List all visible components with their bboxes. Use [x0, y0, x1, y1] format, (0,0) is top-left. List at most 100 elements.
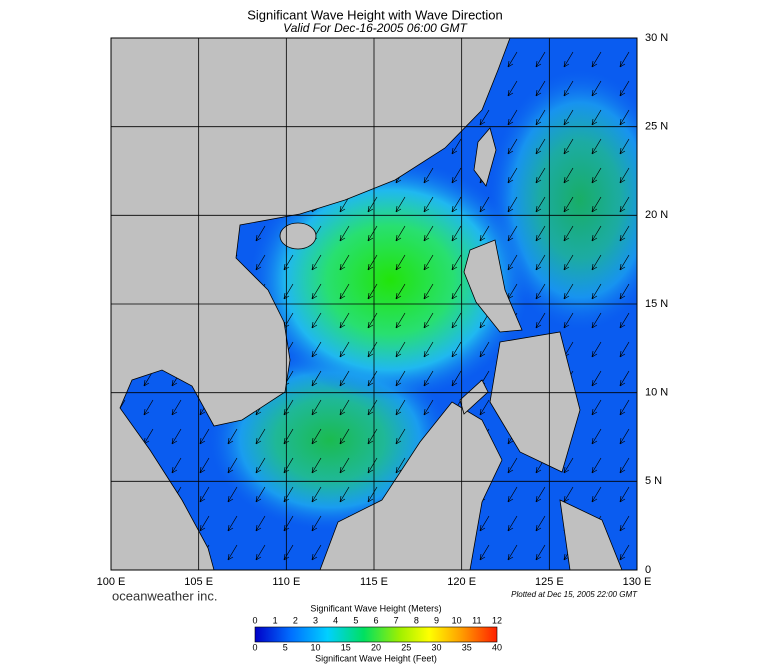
- wave-arrow: [535, 486, 546, 503]
- feet-tick-label: 5: [283, 642, 288, 652]
- wave-arrow: [255, 428, 266, 445]
- wave-arrow: [563, 51, 574, 68]
- meters-tick-label: 7: [394, 615, 399, 625]
- wave-arrow: [535, 283, 546, 300]
- map-border: [110, 37, 638, 571]
- wave-arrow: [535, 196, 546, 213]
- wave-arrow: [367, 399, 378, 416]
- subtitle: Valid For Dec-16-2005 06:00 GMT: [283, 21, 468, 35]
- wave-arrow: [479, 341, 490, 358]
- colorbar: [254, 626, 498, 643]
- wave-arrow: [423, 341, 434, 358]
- wave-arrow: [479, 544, 490, 561]
- wave-arrow: [563, 80, 574, 97]
- wave-arrow: [423, 167, 434, 184]
- wave-arrow: [367, 312, 378, 329]
- wave-arrow: [199, 486, 210, 503]
- wave-arrow: [619, 283, 630, 300]
- wave-arrow: [311, 544, 322, 561]
- feet-tick-label: 20: [371, 642, 381, 652]
- wave-arrow: [619, 486, 630, 503]
- wave-arrow: [311, 312, 322, 329]
- wave-arrow: [619, 80, 630, 97]
- wave-arrow: [535, 544, 546, 561]
- map: [111, 38, 637, 570]
- wave-arrow: [395, 399, 406, 416]
- wave-arrow: [255, 254, 266, 271]
- wave-arrow: [619, 167, 630, 184]
- wave-arrow: [339, 486, 350, 503]
- wave-arrow: [255, 544, 266, 561]
- lon-label: 110 E: [272, 576, 300, 588]
- wave-arrow: [591, 138, 602, 155]
- wave-arrow: [227, 486, 238, 503]
- meters-tick-label: 1: [273, 615, 278, 625]
- lon-label: 100 E: [97, 576, 126, 588]
- wave-arrow: [619, 428, 630, 445]
- graticule: [111, 38, 637, 570]
- lon-label: 125 E: [535, 576, 564, 588]
- wave-arrow: [619, 370, 630, 387]
- wave-arrow: [199, 515, 210, 532]
- wave-arrow: [535, 80, 546, 97]
- meters-tick-label: 8: [414, 615, 419, 625]
- feet-tick-label: 30: [431, 642, 441, 652]
- wave-arrow: [339, 457, 350, 474]
- wave-arrow: [339, 196, 350, 213]
- wave-arrow: [619, 196, 630, 213]
- wave-arrow: [311, 399, 322, 416]
- wave-arrow: [339, 283, 350, 300]
- lon-label: 105 E: [184, 576, 213, 588]
- wave-arrow: [451, 138, 462, 155]
- wave-arrow: [451, 370, 462, 387]
- wave-arrow: [395, 312, 406, 329]
- wave-arrow: [171, 428, 182, 445]
- wave-arrow: [339, 225, 350, 242]
- lat-label: 5 N: [645, 475, 662, 487]
- wave-arrow: [423, 283, 434, 300]
- wave-arrow: [311, 283, 322, 300]
- wave-arrow: [339, 399, 350, 416]
- wave-arrow: [451, 225, 462, 242]
- wave-arrow: [199, 457, 210, 474]
- wave-arrow: [535, 109, 546, 126]
- meters-tick-label: 10: [452, 615, 462, 625]
- wave-arrow: [423, 370, 434, 387]
- wave-arrow: [479, 109, 490, 126]
- wave-arrow: [395, 196, 406, 213]
- wave-arrow: [507, 167, 518, 184]
- wave-arrow: [479, 399, 490, 416]
- wave-arrow: [227, 457, 238, 474]
- wave-arrow: [591, 428, 602, 445]
- lon-label: 130 E: [623, 576, 652, 588]
- wave-arrow: [339, 312, 350, 329]
- wave-arrow: [367, 457, 378, 474]
- meters-tick-label: 11: [472, 615, 481, 625]
- feet-tick-label: 40: [492, 642, 502, 652]
- feet-tick-label: 25: [401, 642, 411, 652]
- wave-arrow: [591, 167, 602, 184]
- wave-arrow: [535, 254, 546, 271]
- wave-arrow: [255, 515, 266, 532]
- lat-label: 20 N: [645, 209, 668, 221]
- wave-arrow: [507, 80, 518, 97]
- wave-arrow: [591, 254, 602, 271]
- wave-arrow: [591, 486, 602, 503]
- wave-arrow: [339, 254, 350, 271]
- wave-arrow: [367, 225, 378, 242]
- wave-arrow: [563, 486, 574, 503]
- wave-arrow: [255, 225, 266, 242]
- meters-tick-label: 6: [373, 615, 378, 625]
- wave-arrow: [227, 544, 238, 561]
- lat-label: 10 N: [645, 387, 668, 399]
- wave-arrow: [199, 428, 210, 445]
- wave-arrow: [423, 254, 434, 271]
- wave-arrow: [339, 341, 350, 358]
- wave-arrow: [535, 312, 546, 329]
- wave-arrow: [619, 341, 630, 358]
- meters-tick-label: 2: [293, 615, 298, 625]
- wave-arrow: [395, 457, 406, 474]
- wave-arrow: [451, 254, 462, 271]
- wave-arrow: [479, 515, 490, 532]
- wave-arrow: [143, 399, 154, 416]
